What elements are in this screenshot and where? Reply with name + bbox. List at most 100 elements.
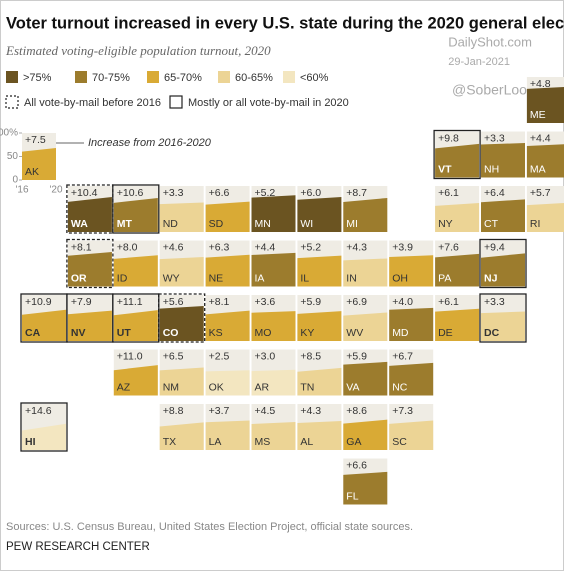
turnout-area bbox=[67, 310, 112, 341]
state-label: IN bbox=[346, 272, 357, 284]
turnout-area bbox=[526, 202, 564, 232]
value-label: +3.0 bbox=[255, 350, 276, 362]
value-label: +3.6 bbox=[255, 296, 276, 308]
turnout-area bbox=[343, 197, 388, 232]
state-label: NY bbox=[438, 218, 453, 230]
turnout-area bbox=[113, 365, 158, 396]
turnout-area bbox=[481, 199, 525, 232]
turnout-area bbox=[481, 253, 525, 287]
chart-title: Voter turnout increased in every U.S. st… bbox=[6, 14, 564, 32]
turnout-area bbox=[526, 144, 564, 178]
legend-label: 65-70% bbox=[164, 72, 202, 84]
turnout-area bbox=[251, 195, 296, 232]
turnout-area bbox=[22, 148, 56, 180]
tile-border bbox=[158, 293, 206, 343]
turnout-area bbox=[67, 252, 112, 287]
value-label: +4.3 bbox=[346, 241, 367, 253]
state-label: GA bbox=[346, 436, 361, 448]
value-label: +8.0 bbox=[117, 241, 138, 253]
legend-label: 70-75% bbox=[92, 72, 130, 84]
state-label: ID bbox=[117, 272, 128, 284]
value-label: +10.6 bbox=[117, 187, 144, 199]
turnout-area bbox=[205, 254, 250, 287]
turnout-area bbox=[205, 370, 250, 396]
value-label: +9.4 bbox=[484, 241, 505, 253]
tile-border bbox=[20, 402, 68, 452]
value-label: +5.2 bbox=[300, 241, 321, 253]
turnout-area bbox=[389, 362, 434, 396]
turnout-area bbox=[251, 252, 296, 287]
value-label: +8.7 bbox=[346, 187, 367, 199]
state-label: CT bbox=[484, 218, 499, 230]
turnout-area bbox=[159, 367, 204, 396]
state-label: KY bbox=[300, 327, 314, 339]
value-label: +4.3 bbox=[300, 405, 321, 417]
state-label: WV bbox=[346, 327, 363, 339]
value-label: +7.3 bbox=[392, 405, 413, 417]
turnout-area bbox=[343, 471, 388, 505]
state-label: WY bbox=[163, 272, 180, 284]
value-label: +10.4 bbox=[71, 187, 98, 199]
turnout-area bbox=[251, 421, 296, 450]
x-tick-label: '16 bbox=[15, 185, 28, 196]
turnout-area bbox=[205, 310, 250, 341]
value-label: +6.6 bbox=[209, 187, 230, 199]
state-label: IL bbox=[300, 272, 309, 284]
state-label: KS bbox=[209, 327, 223, 339]
turnout-area bbox=[389, 255, 434, 287]
value-label: +9.8 bbox=[438, 132, 459, 144]
value-label: +7.9 bbox=[71, 296, 92, 308]
state-label: OK bbox=[209, 381, 224, 393]
turnout-area bbox=[159, 306, 204, 341]
state-label: AL bbox=[300, 436, 313, 448]
turnout-area bbox=[435, 308, 480, 341]
tile-border bbox=[66, 238, 114, 289]
state-label: MI bbox=[346, 218, 358, 230]
handle: @SoberLook bbox=[452, 82, 535, 98]
value-label: +3.3 bbox=[163, 187, 184, 199]
state-label: VT bbox=[438, 163, 452, 175]
state-label: LA bbox=[209, 436, 222, 448]
value-label: +8.1 bbox=[209, 296, 230, 308]
state-label: WA bbox=[71, 218, 88, 230]
value-label: +14.6 bbox=[25, 405, 52, 417]
legend-label: 60-65% bbox=[235, 72, 273, 84]
annotation: Increase from 2016-2020 bbox=[88, 137, 212, 149]
legend-swatch bbox=[147, 71, 159, 83]
turnout-area bbox=[435, 203, 480, 232]
turnout-area bbox=[435, 253, 480, 287]
source: Sources: U.S. Census Bureau, United Stat… bbox=[6, 521, 413, 533]
state-label: ND bbox=[163, 218, 179, 230]
state-label: MT bbox=[117, 218, 133, 230]
state-label: HI bbox=[25, 436, 36, 448]
value-label: +4.5 bbox=[255, 405, 276, 417]
state-label: MN bbox=[255, 218, 271, 230]
value-label: +5.6 bbox=[163, 296, 184, 308]
turnout-area bbox=[389, 420, 434, 450]
state-label: VA bbox=[346, 381, 359, 393]
state-label: DE bbox=[438, 327, 453, 339]
legend-label: <60% bbox=[300, 72, 329, 84]
state-label: OH bbox=[392, 272, 408, 284]
value-label: +11.1 bbox=[117, 296, 143, 308]
state-label: SC bbox=[392, 436, 407, 448]
value-label: +6.1 bbox=[438, 296, 459, 308]
turnout-area bbox=[481, 311, 525, 341]
turnout-area bbox=[159, 202, 204, 232]
legend-swatch bbox=[75, 71, 87, 83]
state-label: MD bbox=[392, 327, 409, 339]
turnout-area bbox=[297, 197, 342, 232]
value-label: +5.2 bbox=[255, 187, 276, 199]
value-label: +6.5 bbox=[163, 350, 184, 362]
tile-border bbox=[112, 184, 160, 234]
date: 29-Jan-2021 bbox=[448, 56, 510, 68]
legend-swatch bbox=[218, 71, 230, 83]
tile-border bbox=[479, 293, 527, 343]
value-label: +3.7 bbox=[209, 405, 230, 417]
value-label: +2.5 bbox=[209, 350, 230, 362]
turnout-area bbox=[343, 361, 388, 396]
value-label: +11.0 bbox=[117, 350, 143, 362]
value-label: +3.9 bbox=[392, 241, 413, 253]
turnout-area bbox=[22, 309, 66, 341]
